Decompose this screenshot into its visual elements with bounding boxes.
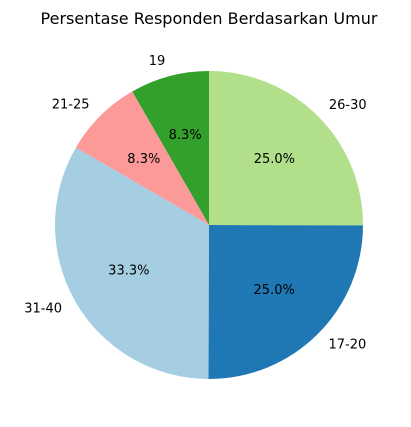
pie-slice-19: [132, 71, 209, 225]
slice-percentage-label: 25.0%: [254, 283, 295, 298]
slice-percentage-label: 8.3%: [169, 128, 202, 143]
pie-labels: 19 8.3% 21-25 8.3% 31-40 33.3% 17-20 25.0% 26-30…: [24, 54, 366, 353]
slice-percentage-label: 25.0%: [254, 152, 295, 167]
slice-label: 26-30: [329, 98, 367, 113]
slice-label: 19: [149, 54, 166, 69]
slice-percentage-label: 33.3%: [108, 263, 149, 278]
pie-slice-21-25: [75, 91, 210, 225]
pie-slice-17-20: [208, 225, 363, 380]
pie-slice-26-30: [209, 71, 364, 226]
pie-slice-31-40: [54, 147, 209, 379]
slice-label: 31-40: [24, 302, 62, 317]
slice-percentage-label: 8.3%: [127, 152, 160, 167]
chart-title: Persentase Responden Berdasarkan Umur: [41, 9, 378, 28]
slice-label: 17-20: [329, 338, 367, 353]
slice-label: 21-25: [52, 97, 90, 112]
pie-slices: [54, 71, 364, 380]
